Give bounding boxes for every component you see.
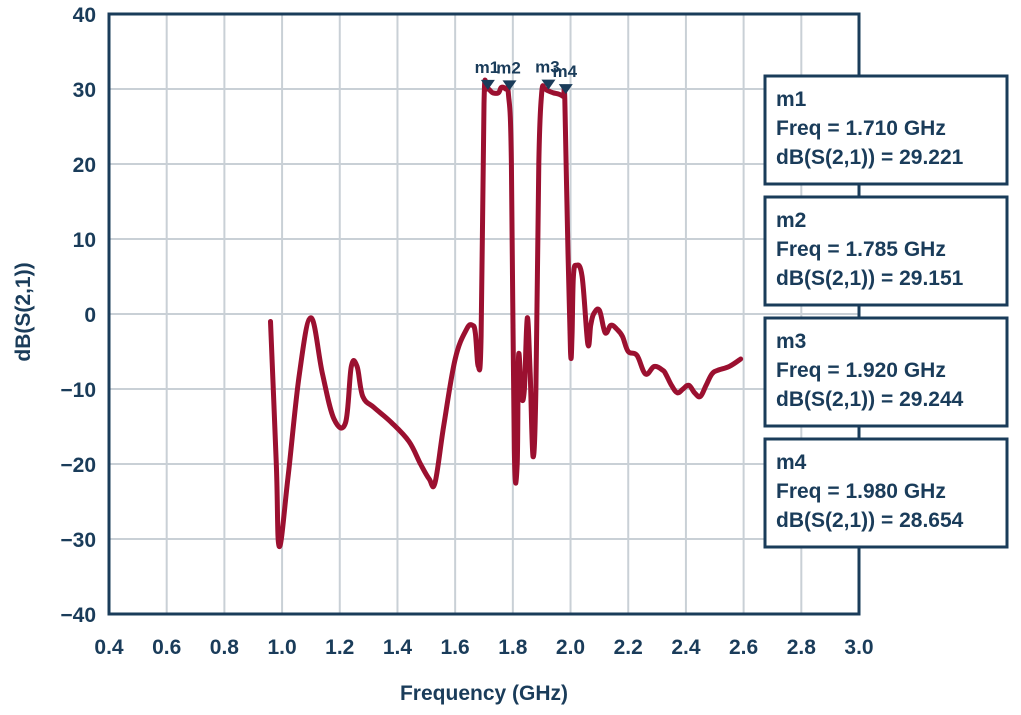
marker-box-freq: Freq = 1.710 GHz <box>776 117 946 140</box>
y-axis-label: dB(S(2,1)) <box>12 262 35 361</box>
y-tick-label: −30 <box>60 529 96 552</box>
x-tick-label: 0.4 <box>94 636 124 659</box>
x-tick-label: 1.4 <box>383 636 413 659</box>
marker-box-value: dB(S(2,1)) = 29.221 <box>776 146 964 169</box>
marker-boxes: m1 Freq = 1.710 GHz dB(S(2,1)) = 29.221 m2 F… <box>763 74 1009 549</box>
marker-box-frame <box>763 74 1009 186</box>
x-tick-label: 2.8 <box>787 636 817 659</box>
x-tick-label: 1.2 <box>325 636 354 659</box>
series-line <box>268 77 744 550</box>
y-tick-label: −20 <box>60 454 96 477</box>
marker-box-value: dB(S(2,1)) = 29.151 <box>776 267 964 290</box>
marker-triangle-m4 <box>558 84 573 95</box>
marker-label-m3: m3 <box>535 58 560 77</box>
y-tick-label: −10 <box>60 379 96 402</box>
marker-box-name: m4 <box>776 451 807 474</box>
x-tick-label: 0.8 <box>210 636 240 659</box>
marker-label-m1: m1 <box>475 58 500 77</box>
marker-box-m4: m4 Freq = 1.980 GHz dB(S(2,1)) = 28.654 <box>763 437 1009 549</box>
marker-box-m2: m2 Freq = 1.785 GHz dB(S(2,1)) = 29.151 <box>763 195 1009 307</box>
marker-box-m3: m3 Freq = 1.920 GHz dB(S(2,1)) = 29.244 <box>763 316 1009 428</box>
tick-labels: 0.4 0.6 0.8 1.0 1.2 1.4 1.6 1.8 2.0 2.2 2.4 2.6 2.8 3… <box>60 4 873 659</box>
x-tick-label: 2.0 <box>556 636 585 659</box>
plot-frame <box>107 12 861 616</box>
marker-triangle-m2 <box>502 80 517 91</box>
marker-box-freq: Freq = 1.785 GHz <box>776 238 946 261</box>
marker-box-value: dB(S(2,1)) = 28.654 <box>776 509 964 532</box>
x-tick-label: 1.0 <box>267 636 296 659</box>
marker-box-frame <box>763 437 1009 549</box>
x-tick-label: 0.6 <box>152 636 181 659</box>
marker-box-name: m2 <box>776 209 806 232</box>
marker-label-m2: m2 <box>496 58 521 77</box>
marker-box-name: m3 <box>776 330 806 353</box>
marker-box-frame <box>763 316 1009 428</box>
x-tick-label: 1.8 <box>498 636 528 659</box>
marker-box-frame <box>763 195 1009 307</box>
marker-box-m1: m1 Freq = 1.710 GHz dB(S(2,1)) = 29.221 <box>763 74 1009 186</box>
marker-box-value: dB(S(2,1)) = 29.244 <box>776 388 964 411</box>
y-tick-label: 20 <box>73 154 96 177</box>
y-tick-label: −40 <box>60 604 96 627</box>
marker-box-name: m1 <box>776 88 807 111</box>
x-tick-label: 3.0 <box>844 636 873 659</box>
marker-triangle-m1 <box>480 79 495 90</box>
x-tick-label: 1.6 <box>441 636 470 659</box>
marker-label-m4: m4 <box>552 62 577 81</box>
marker-triangle-m3 <box>541 79 556 90</box>
y-tick-label: 30 <box>73 79 96 102</box>
y-tick-label: 40 <box>73 4 96 27</box>
marker-box-freq: Freq = 1.980 GHz <box>776 480 946 503</box>
x-axis-label: Frequency (GHz) <box>400 682 568 705</box>
x-tick-label: 2.2 <box>614 636 643 659</box>
x-tick-label: 2.4 <box>671 636 701 659</box>
y-tick-label: 0 <box>84 304 96 327</box>
x-tick-label: 2.6 <box>729 636 758 659</box>
marker-box-freq: Freq = 1.920 GHz <box>776 359 946 382</box>
y-tick-label: 10 <box>73 229 96 252</box>
